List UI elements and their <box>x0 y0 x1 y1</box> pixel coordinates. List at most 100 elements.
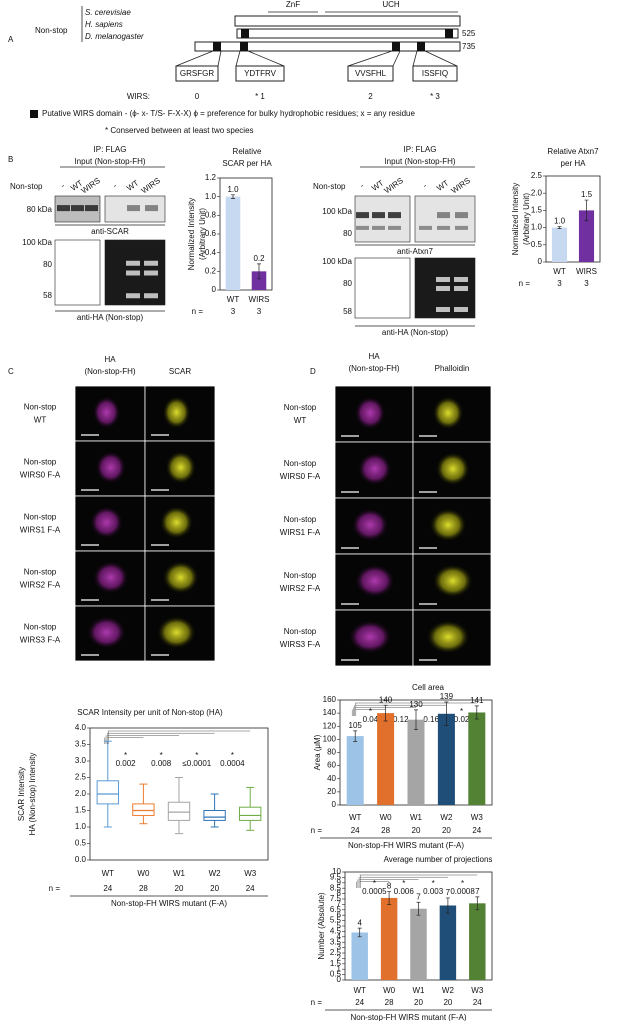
y-tick-label: 40 <box>327 774 336 783</box>
box <box>167 801 191 821</box>
value-label: 7 <box>416 892 421 901</box>
lane-label: WT <box>125 178 140 193</box>
y-tick-label: 120 <box>323 721 337 730</box>
x-axis-label: Non-stop-FH WIRS mutant (F-A) <box>350 1013 466 1021</box>
motif-box <box>347 65 394 82</box>
error-bar <box>257 263 261 280</box>
n-label: n = <box>311 826 323 835</box>
p-value: 0.04 <box>363 715 379 724</box>
row-label: WIRS1 F-A <box>20 526 61 535</box>
value-label: 1.0 <box>227 185 239 194</box>
box <box>96 780 119 805</box>
y-tick-label: 9 <box>337 878 342 887</box>
y-tick-label: 4 <box>337 932 342 941</box>
bar <box>377 713 395 805</box>
y-tick-label: 3.5 <box>330 937 342 946</box>
p-value: 0.0008 <box>450 887 475 896</box>
motif-sequence: VVSFHL <box>355 69 387 78</box>
significance-star: * <box>402 879 405 888</box>
blot-band <box>455 212 468 219</box>
y-tick-label: 0.6 <box>205 229 217 238</box>
wirs-mark <box>392 42 400 51</box>
blot-band <box>437 225 450 230</box>
y-tick-label: 4.0 <box>75 723 87 732</box>
blot-band <box>144 270 158 276</box>
motif-connector <box>217 50 222 67</box>
y-tick-label: 0.5 <box>75 839 87 848</box>
blot-band <box>356 212 369 219</box>
blot-band <box>85 205 98 212</box>
row-label: Non-stop <box>24 513 57 522</box>
blot-band <box>436 286 450 291</box>
protein-length: 525 <box>462 29 476 38</box>
n-value: 3 <box>257 307 262 316</box>
row-label: Non-stop <box>284 403 317 412</box>
x-tick-label: WT <box>353 986 366 995</box>
cell-signal <box>351 508 389 542</box>
row-label: Non-stop <box>24 403 57 412</box>
motif-connector <box>424 50 458 67</box>
cell-signal <box>162 560 199 594</box>
x-axis-label: Non-stop-FH WIRS mutant (F-A) <box>111 899 227 908</box>
protein-bar <box>194 41 461 52</box>
value-label: 8 <box>387 882 392 891</box>
cell-signal <box>165 450 197 484</box>
y-tick-label: 140 <box>323 708 337 717</box>
x-tick-label: W1 <box>410 813 423 822</box>
y-tick-label: 9.5 <box>330 873 342 882</box>
kda-marker: 80 <box>43 260 52 269</box>
cell-signal <box>86 615 127 649</box>
blot <box>54 239 101 306</box>
species-name: S. cerevisiae <box>85 8 131 17</box>
y-tick-label: 20 <box>327 787 336 796</box>
blot <box>414 195 476 243</box>
y-axis-label: (Arbitrary Unit) <box>198 208 207 260</box>
wirs-index: * 3 <box>430 92 440 101</box>
kda-marker: 100 kDa <box>22 238 52 247</box>
error-bar <box>414 709 418 730</box>
bar <box>437 713 455 805</box>
x-axis-label: Non-stop-FH WIRS mutant (F-A) <box>348 841 464 850</box>
chart-title: Average number of projections <box>384 855 493 864</box>
error-bar <box>557 226 562 229</box>
wirs-mark <box>213 42 221 51</box>
y-tick-label: 8.5 <box>330 883 342 892</box>
value-label: 105 <box>349 721 363 730</box>
error-bar <box>584 199 589 222</box>
cell-signal <box>159 505 194 539</box>
x-tick-label: W1 <box>173 869 186 878</box>
y-tick-label: 2.0 <box>531 188 543 197</box>
blot-band <box>419 225 432 230</box>
cell-signal <box>156 615 197 649</box>
value-label: 141 <box>470 696 484 705</box>
motif-sequence: ISSFIQ <box>422 69 448 78</box>
column-header: HA <box>368 352 380 361</box>
significance-star: * <box>432 879 435 888</box>
row-label: WIRS3 F-A <box>280 640 321 649</box>
protein-bar <box>234 15 461 27</box>
blot <box>354 257 411 319</box>
x-tick-label: WT <box>102 869 115 878</box>
blot-band <box>57 205 70 212</box>
cell-signal <box>357 452 392 486</box>
blot-band <box>144 293 158 299</box>
blot-band <box>126 293 140 299</box>
y-tick-label: 7.5 <box>330 894 342 903</box>
cell-signal <box>92 395 121 429</box>
y-axis-label: Number (Absolute) <box>317 892 326 959</box>
motif-connector <box>347 50 393 67</box>
y-tick-label: 0.5 <box>330 970 342 979</box>
row-label: WT <box>294 416 307 425</box>
input-label: Input (Non-stop-FH) <box>384 157 455 166</box>
motif-box <box>235 65 285 82</box>
x-tick-label: W0 <box>380 813 393 822</box>
motif-sequence: YDTFRV <box>244 69 277 78</box>
y-tick-label: 0 <box>538 257 543 266</box>
y-tick-label: 6.5 <box>330 905 342 914</box>
kda-marker: 80 <box>343 229 352 238</box>
footnote: * Conserved between at least two species <box>105 126 254 135</box>
blot-band <box>388 225 401 230</box>
lane-label: WIRS <box>140 176 162 195</box>
error-bar <box>474 705 479 720</box>
